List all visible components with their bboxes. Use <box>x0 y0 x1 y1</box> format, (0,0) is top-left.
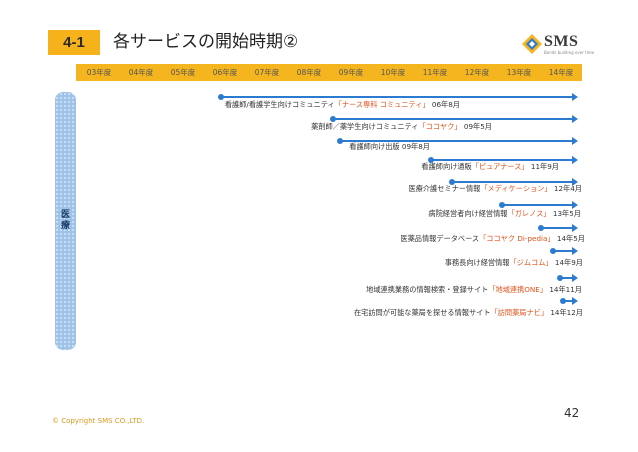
timeline-line <box>337 137 578 145</box>
timeline-line <box>557 274 578 282</box>
service-entry: 事務長向け経営情報「ジムコム」 14年9月 <box>444 258 583 267</box>
service-entry: 地域連携業務の情報検索・登録サイト「地域連携ONE」 14年11月 <box>366 285 582 294</box>
service-entry: 看護師/看護学生向けコミュニティ「ナース専科 コミュニティ」 06年8月 <box>224 100 460 109</box>
page-title: 各サービスの開始時期② <box>113 32 299 52</box>
logo-text: SMS <box>544 33 579 50</box>
category-sidebar: 医 療 <box>55 92 76 350</box>
service-entry: 医療介護セミナー情報「メディケーション」 12年4月 <box>408 184 582 193</box>
section-badge: 4-1 <box>48 30 100 55</box>
year-label: 14年度 <box>548 68 574 77</box>
service-entry: 薬剤師／薬学生向けコミュニティ「ココヤク」 09年5月 <box>311 122 492 131</box>
category-label: 医 療 <box>60 210 70 231</box>
arrow-icon <box>572 156 578 164</box>
year-label: 08年度 <box>296 68 322 77</box>
year-label: 05年度 <box>170 68 196 77</box>
start-dot <box>499 202 505 208</box>
arrow-icon <box>572 137 578 145</box>
year-label: 12年度 <box>464 68 490 77</box>
timeline-line <box>550 247 578 255</box>
timeline-line <box>449 178 578 186</box>
year-label: 09年度 <box>338 68 364 77</box>
timeline-line <box>428 156 578 164</box>
arrow-icon <box>572 93 578 101</box>
start-dot <box>218 94 224 100</box>
arrow-icon <box>572 274 578 282</box>
timeline-line <box>499 201 578 209</box>
start-dot <box>428 157 434 163</box>
copyright: © Copyright SMS CO.,LTD. <box>52 417 145 425</box>
service-entry: 病院経営者向け経営情報「ガレノス」 13年5月 <box>428 209 581 218</box>
timeline-line <box>538 224 578 232</box>
year-label: 13年度 <box>506 68 532 77</box>
start-dot <box>337 138 343 144</box>
start-dot <box>330 116 336 122</box>
arrow-icon <box>572 115 578 123</box>
timeline-line <box>560 297 578 305</box>
year-label: 10年度 <box>380 68 406 77</box>
start-dot <box>557 275 563 281</box>
start-dot <box>538 225 544 231</box>
arrow-icon <box>572 297 578 305</box>
service-entry: 看護師向け出版 09年8月 <box>349 142 430 151</box>
page-number: 42 <box>564 406 580 420</box>
timeline-line <box>218 93 578 101</box>
arrow-icon <box>572 201 578 209</box>
arrow-icon <box>572 247 578 255</box>
company-logo: SMS Bonds building over time <box>522 33 595 57</box>
timeline-line <box>330 115 578 123</box>
year-label: 11年度 <box>422 68 448 77</box>
year-label: 07年度 <box>254 68 280 77</box>
year-label: 06年度 <box>212 68 238 77</box>
arrow-icon <box>572 178 578 186</box>
start-dot <box>449 179 455 185</box>
logo-subtext: Bonds building over time <box>544 50 595 55</box>
service-entry: 医薬品情報データベース「ココヤク Di-pedia」 14年5月 <box>400 234 585 243</box>
start-dot <box>560 298 566 304</box>
year-axis: 03年度 04年度 05年度 06年度 07年度 08年度 09年度 10年度 … <box>76 64 582 81</box>
year-label: 04年度 <box>128 68 154 77</box>
service-entry: 在宅訪問が可能な薬局を探せる情報サイト「訪問薬局ナビ」 14年12月 <box>353 308 583 317</box>
service-entry: 看護師向け通販「ピュアナース」 11年9月 <box>421 162 559 171</box>
sms-logo-icon <box>522 34 542 54</box>
year-label: 03年度 <box>86 68 112 77</box>
start-dot <box>550 248 556 254</box>
arrow-icon <box>572 224 578 232</box>
